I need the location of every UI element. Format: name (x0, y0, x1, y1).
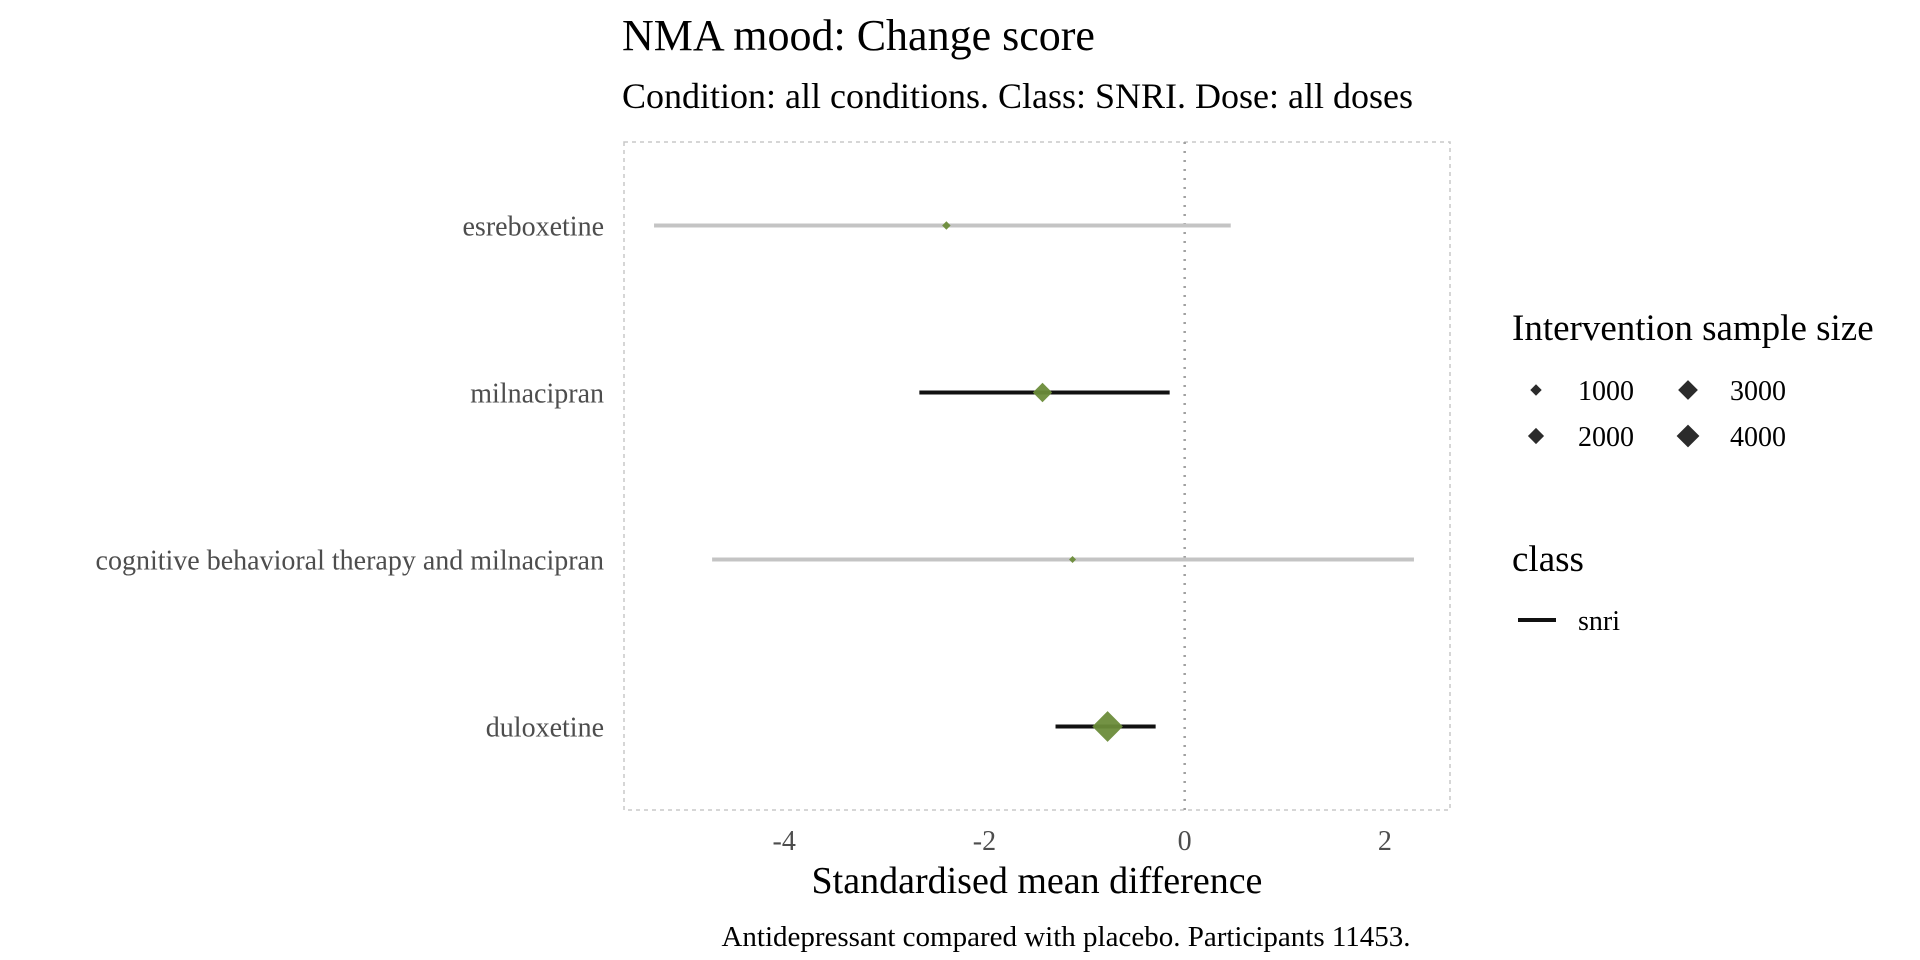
x-tick-label: 2 (1378, 826, 1392, 857)
point-estimate-marker (1032, 382, 1053, 403)
y-axis-label: cognitive behavioral therapy and milnaci… (96, 546, 604, 577)
y-axis-label: esreboxetine (463, 212, 605, 243)
point-estimate-marker (942, 221, 951, 230)
size-legend-label: 3000 (1730, 376, 1786, 407)
size-legend-marker (1527, 427, 1545, 445)
size-legend-label: 4000 (1730, 422, 1786, 453)
size-legend-marker (1678, 380, 1698, 400)
chart-caption: Antidepressant compared with placebo. Pa… (721, 921, 1410, 953)
x-tick-label: -2 (973, 826, 996, 857)
size-legend-label: 1000 (1578, 376, 1634, 407)
point-estimates (942, 221, 1123, 742)
chart-subtitle: Condition: all conditions. Class: SNRI. … (622, 76, 1413, 116)
class-legend: snri (1518, 606, 1620, 637)
point-estimate-marker (1069, 556, 1077, 563)
class-legend-title: class (1512, 539, 1584, 580)
x-tick-label: 0 (1178, 826, 1192, 857)
y-axis-label: duloxetine (486, 713, 604, 744)
size-legend-label: 2000 (1578, 422, 1634, 453)
y-axis-label: milnacipran (470, 379, 604, 410)
y-axis-labels: esreboxetine milnacipran cognitive behavio… (96, 212, 604, 744)
x-axis-ticks: -4 -2 0 2 (773, 826, 1392, 857)
x-tick-label: -4 (773, 826, 796, 857)
size-legend-marker (1530, 384, 1542, 396)
plot-panel-border (623, 141, 1451, 811)
confidence-intervals (654, 223, 1414, 729)
size-legend: 1000 2000 3000 4000 (1527, 376, 1786, 453)
class-legend-label: snri (1578, 606, 1620, 637)
x-axis-title: Standardised mean difference (812, 860, 1263, 902)
size-legend-marker (1676, 424, 1700, 448)
size-legend-title: Intervention sample size (1512, 308, 1874, 349)
point-estimate-marker (1092, 711, 1123, 742)
chart-title: NMA mood: Change score (622, 11, 1095, 60)
